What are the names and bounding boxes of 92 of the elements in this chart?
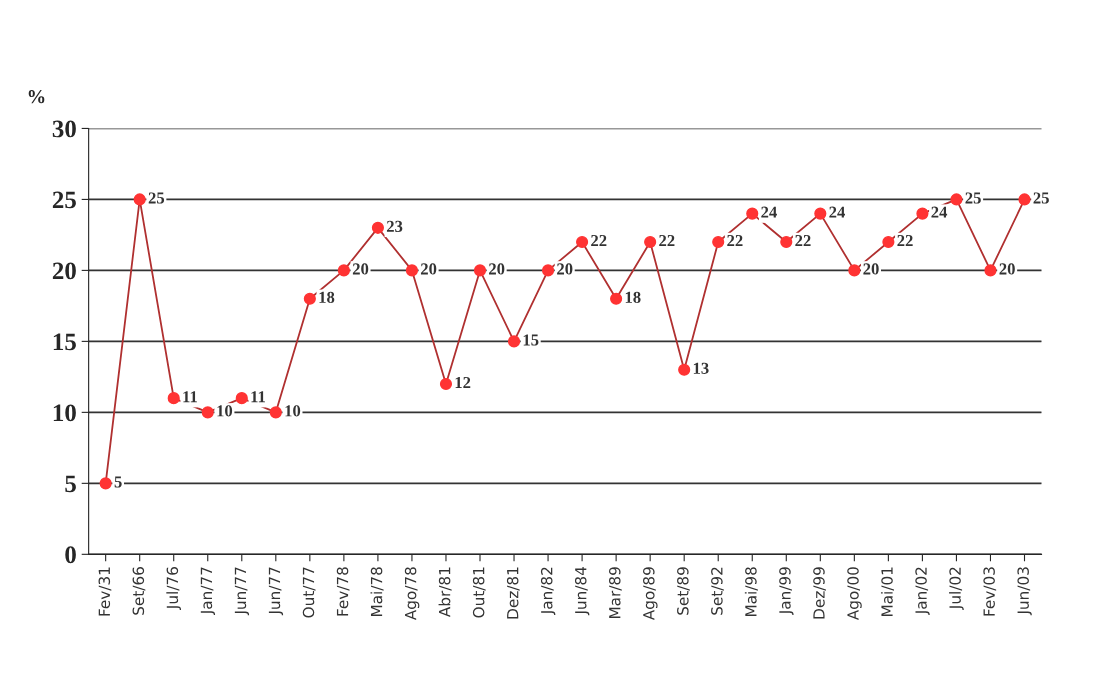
data-label: 20 bbox=[863, 263, 879, 275]
data-label: 22 bbox=[659, 234, 675, 247]
data-label: 22 bbox=[897, 234, 913, 247]
point bbox=[439, 377, 453, 391]
data-label: 24 bbox=[931, 206, 948, 218]
data-label: 24 bbox=[761, 206, 777, 218]
x-tick-label: Out/77 bbox=[302, 567, 316, 618]
data-label: 20 bbox=[557, 263, 573, 275]
x-tick-label: Ago/89 bbox=[643, 567, 658, 621]
data-label: 18 bbox=[319, 291, 335, 303]
data-label: 13 bbox=[693, 362, 709, 374]
x-tick-label: Set/66 bbox=[132, 567, 146, 615]
data-label: 20 bbox=[489, 263, 505, 275]
x-tick-label: Set/89 bbox=[677, 567, 690, 615]
data-label: 20 bbox=[420, 263, 437, 275]
point bbox=[235, 392, 248, 405]
point bbox=[201, 406, 214, 419]
point bbox=[678, 363, 691, 376]
point bbox=[541, 264, 555, 277]
data-label: 5 bbox=[114, 476, 122, 488]
point bbox=[882, 235, 895, 249]
point bbox=[814, 207, 827, 220]
x-tick-label: Ago/00 bbox=[847, 567, 862, 621]
point bbox=[1018, 193, 1031, 206]
y-tick-label: 0 bbox=[65, 546, 76, 564]
point bbox=[644, 235, 657, 249]
x-tick-label: Fev/03 bbox=[983, 567, 997, 616]
data-label: 24 bbox=[829, 206, 846, 218]
x-tick-label: Mai/01 bbox=[880, 567, 895, 616]
x-tick-label: Abr/81 bbox=[438, 567, 452, 618]
point bbox=[167, 392, 180, 405]
x-tick-label: Jan/82 bbox=[540, 567, 556, 616]
point bbox=[576, 235, 589, 249]
data-label: 10 bbox=[217, 405, 233, 417]
y-axis-title: % bbox=[28, 90, 45, 104]
point bbox=[712, 235, 725, 249]
x-tick-label: Jun/84 bbox=[574, 566, 590, 616]
x-tick-label: Jun/03 bbox=[1017, 567, 1032, 616]
x-tick-label: Jul/02 bbox=[949, 567, 964, 610]
point bbox=[337, 264, 350, 277]
data-label: 22 bbox=[727, 234, 743, 247]
x-tick-label: Out/81 bbox=[472, 567, 486, 618]
data-label: 20 bbox=[999, 263, 1015, 275]
y-tick-label: 25 bbox=[52, 191, 76, 209]
data-label: 25 bbox=[1033, 192, 1049, 204]
data-label: 22 bbox=[591, 234, 607, 247]
point bbox=[405, 264, 419, 277]
point bbox=[133, 193, 146, 206]
point bbox=[610, 292, 623, 305]
y-tick-label: 5 bbox=[65, 475, 76, 493]
x-tick-label: Jan/77 bbox=[200, 567, 216, 616]
point bbox=[746, 207, 759, 220]
point bbox=[916, 207, 929, 220]
x-tick-label: Jan/02 bbox=[915, 567, 930, 616]
x-tick-label: Fev/31 bbox=[98, 567, 112, 616]
point bbox=[780, 235, 793, 249]
x-tick-label: Dez/99 bbox=[813, 567, 826, 619]
data-label: 11 bbox=[251, 391, 265, 403]
data-label: 22 bbox=[795, 234, 811, 247]
x-tick-label: Fev/78 bbox=[336, 567, 350, 616]
x-tick-label: Mai/78 bbox=[370, 567, 384, 616]
x-tick-label: Mai/98 bbox=[744, 567, 758, 616]
data-label: 10 bbox=[285, 405, 301, 417]
point bbox=[473, 264, 487, 277]
x-tick-label: Jan/99 bbox=[779, 567, 794, 616]
x-tick-label: Jun/77 bbox=[268, 567, 284, 616]
y-tick-label: 10 bbox=[53, 404, 76, 422]
x-tick-label: Jul/76 bbox=[166, 567, 181, 610]
x-tick-label: Jun/77 bbox=[234, 567, 250, 616]
x-tick-label: Set/92 bbox=[711, 567, 724, 615]
x-tick-label: Dez/81 bbox=[506, 567, 520, 619]
data-label: 25 bbox=[148, 192, 165, 204]
data-label: 11 bbox=[183, 391, 197, 403]
point bbox=[507, 335, 521, 348]
x-tick-label: Ago/78 bbox=[404, 567, 420, 621]
x-tick-label: Mar/89 bbox=[609, 567, 622, 619]
point bbox=[371, 221, 384, 234]
y-tick-label: 30 bbox=[52, 120, 76, 138]
point bbox=[950, 193, 963, 206]
point bbox=[984, 264, 997, 277]
point bbox=[848, 264, 861, 277]
y-tick-label: 15 bbox=[53, 333, 76, 351]
data-label: 12 bbox=[455, 376, 471, 388]
point bbox=[269, 406, 282, 419]
data-label: 25 bbox=[965, 192, 981, 204]
point bbox=[303, 292, 316, 305]
y-tick-label: 20 bbox=[52, 262, 76, 280]
data-label: 23 bbox=[386, 220, 403, 232]
data-label: 18 bbox=[625, 291, 641, 303]
data-label: 15 bbox=[523, 334, 539, 346]
data-label: 20 bbox=[352, 263, 369, 275]
point bbox=[99, 477, 112, 490]
